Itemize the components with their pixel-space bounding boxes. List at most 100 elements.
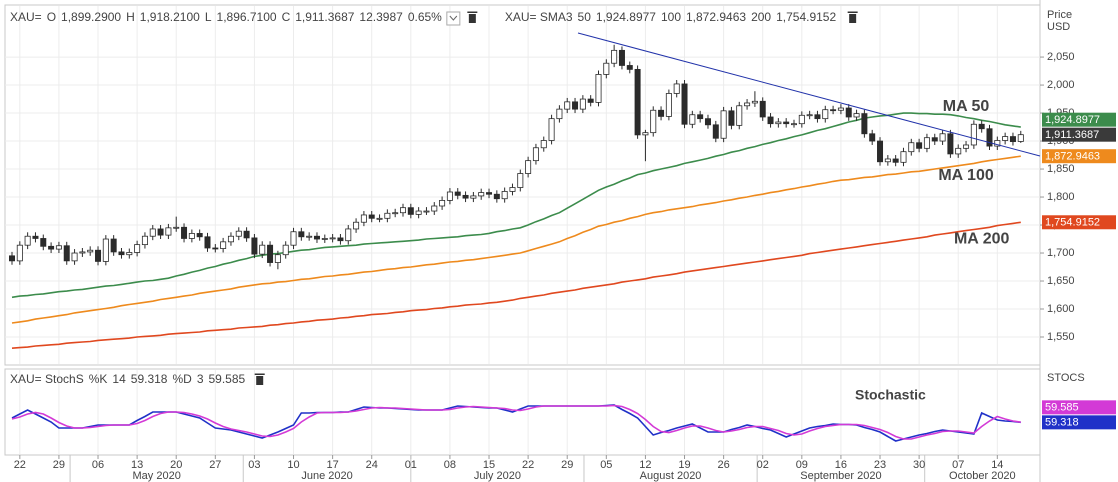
value-tag-label: 1,872.9463	[1045, 151, 1100, 163]
candle-body	[908, 142, 915, 153]
x-tick-label: 17	[326, 459, 338, 471]
candle-body	[173, 226, 180, 229]
header-key: H	[126, 10, 135, 24]
candle-body	[353, 221, 360, 230]
header-value: 1,896.7100	[217, 10, 277, 24]
candle-body	[986, 128, 993, 147]
ma-annotation: MA 100	[938, 167, 994, 184]
candle-body	[673, 83, 680, 94]
candle-body	[658, 109, 665, 117]
header-key: L	[205, 10, 212, 24]
candle-body	[87, 249, 94, 253]
candle-body	[196, 233, 203, 238]
stoch-period: 3	[197, 372, 204, 386]
stoch-axis-label: STOCS	[1047, 372, 1085, 384]
stochastic-annotation: Stochastic	[855, 387, 926, 403]
trend-line	[577, 32, 1041, 157]
candle-body	[728, 110, 735, 126]
ma-annotation: MA 200	[954, 231, 1010, 248]
ma-line	[11, 155, 1021, 324]
candle-body	[540, 140, 547, 149]
candle-body	[423, 210, 430, 213]
candle-body	[79, 251, 86, 254]
candle-body	[462, 194, 469, 199]
candle-body	[572, 101, 579, 110]
candle-body	[415, 210, 422, 215]
value-tag	[1042, 400, 1116, 415]
candle-body	[392, 212, 399, 215]
candle-body	[994, 140, 1001, 147]
y-tick-label: 1,650	[1047, 275, 1075, 287]
candle-body	[532, 147, 539, 162]
candle-body	[212, 247, 219, 250]
candle-body	[259, 244, 266, 255]
ma-value: 1,872.9463	[686, 10, 746, 24]
candle-body	[134, 244, 141, 253]
candle-body	[470, 195, 477, 199]
stoch-name: %K	[89, 372, 108, 386]
ma-header: XAU= SMA3	[505, 10, 573, 24]
x-tick-label: 22	[522, 459, 534, 471]
value-tag	[1042, 127, 1116, 142]
candle-body	[32, 235, 39, 239]
x-tick-label: 15	[483, 459, 495, 471]
header-value: 1,918.2100	[140, 10, 200, 24]
candle-body	[892, 158, 899, 163]
candle-body	[376, 217, 383, 220]
stoch-name: %D	[172, 372, 192, 386]
candle-body	[118, 251, 125, 256]
x-tick-label: 16	[835, 459, 847, 471]
value-tag-label: 1,924.8977	[1045, 114, 1100, 126]
candle-body	[916, 142, 923, 149]
candle-body	[963, 144, 970, 149]
value-tag	[1042, 112, 1116, 127]
candle-body	[1017, 134, 1024, 142]
candle-body	[345, 228, 352, 242]
candle-body	[446, 191, 453, 201]
x-tick-label: 27	[209, 459, 221, 471]
x-tick-label: 06	[92, 459, 104, 471]
candle-body	[806, 114, 813, 117]
candle-body	[274, 254, 281, 263]
candle-body	[360, 214, 367, 223]
ma-value: 1,924.8977	[596, 10, 656, 24]
value-tag-label: 1,911.3687	[1045, 129, 1099, 141]
candle-body	[40, 238, 47, 247]
candle-body	[939, 133, 946, 142]
value-tag-label: 59.585	[1045, 402, 1079, 414]
y-axis-label: Price	[1047, 9, 1072, 21]
ma-line	[11, 112, 1021, 299]
candle-body	[923, 137, 930, 149]
dropdown-arrow	[449, 15, 458, 21]
month-label: September 2020	[800, 470, 881, 482]
candle-body	[978, 123, 985, 130]
candle-body	[267, 244, 274, 263]
candle-body	[102, 238, 109, 262]
x-tick-label: 09	[796, 459, 808, 471]
candle-body	[290, 231, 297, 246]
candle-body	[853, 113, 860, 118]
candle-body	[282, 244, 289, 256]
candle-body	[126, 252, 133, 256]
candle-body	[603, 62, 610, 75]
candle-body	[486, 192, 493, 195]
candle-body	[384, 212, 391, 219]
candle-body	[95, 249, 102, 262]
candle-body	[650, 109, 657, 134]
candle-body	[306, 235, 313, 238]
candle-body	[955, 147, 962, 155]
x-tick-label: 13	[131, 459, 143, 471]
x-tick-label: 03	[248, 459, 260, 471]
value-tag-label: 59.318	[1045, 417, 1079, 429]
candle-body	[188, 233, 195, 239]
candle-body	[149, 228, 156, 237]
candle-body	[947, 133, 954, 155]
header-key: O	[47, 10, 56, 24]
lines	[11, 112, 1021, 442]
y-tick-label: 1,550	[1047, 331, 1075, 343]
x-tick-label: 05	[600, 459, 612, 471]
x-tick-label: 10	[287, 459, 299, 471]
candle-body	[697, 114, 704, 120]
marks	[8, 44, 1024, 270]
